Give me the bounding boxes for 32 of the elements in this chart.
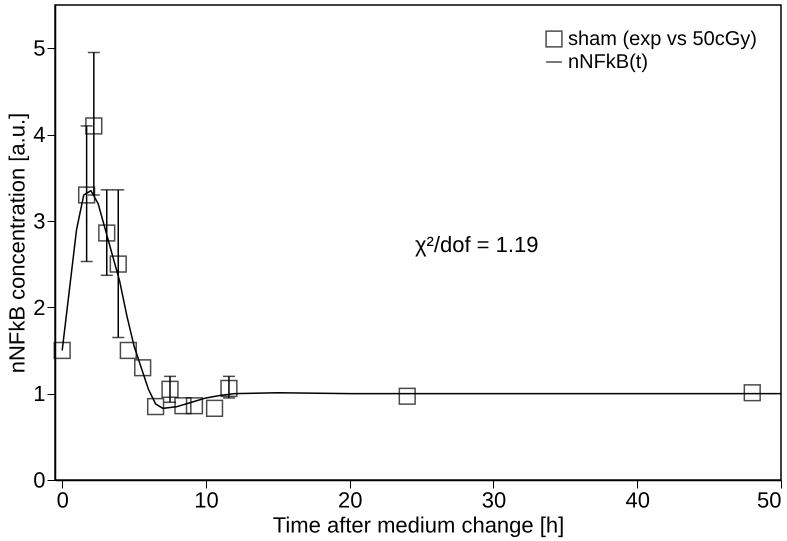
point <box>98 224 116 242</box>
annotation: χ²/dof = 1.19 <box>415 232 538 257</box>
point <box>398 388 416 405</box>
y-axis-title: nNFkB concentration [a.u.] <box>4 112 30 374</box>
point <box>134 359 152 376</box>
y-tick-label: 0 <box>33 468 46 492</box>
point <box>54 342 71 360</box>
x-tick-label: 0 <box>56 488 69 512</box>
point <box>744 384 761 402</box>
y-tick-label: 2 <box>33 294 46 320</box>
point <box>206 400 224 417</box>
point <box>146 398 164 416</box>
y-tick-label: 4 <box>33 122 46 148</box>
x-tick-label: 20 <box>338 488 362 512</box>
x-tick-label: 40 <box>625 488 650 512</box>
point <box>186 397 204 414</box>
y-tick-label: 1 <box>33 381 46 406</box>
point <box>78 186 96 204</box>
y-tick-label: 3 <box>33 208 46 234</box>
x-tick-label: 30 <box>482 488 506 512</box>
point <box>220 380 238 398</box>
legend-label: sham (exp vs 50cGy) <box>568 28 757 50</box>
x-tick-label: 50 <box>757 488 782 512</box>
y-tick-label: 5 <box>33 36 46 61</box>
legend-label: nNFkB(t) <box>568 51 648 73</box>
point <box>174 397 192 414</box>
x-axis-title: Time after medium change [h] <box>272 512 564 538</box>
x-tick-label: 10 <box>194 488 219 512</box>
point <box>85 117 102 135</box>
point <box>161 380 179 398</box>
point <box>110 255 127 273</box>
point <box>120 342 137 360</box>
